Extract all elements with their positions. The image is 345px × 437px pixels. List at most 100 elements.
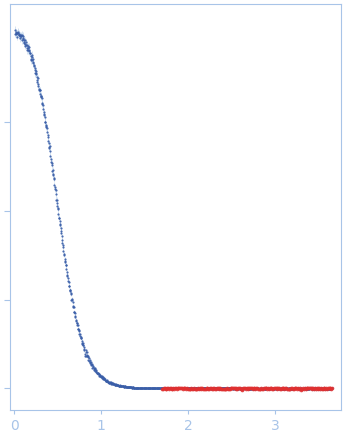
Point xyxy=(292,385,297,392)
Point xyxy=(18,31,23,38)
Point xyxy=(300,385,305,392)
Point xyxy=(267,385,273,392)
Point xyxy=(141,385,147,392)
Point xyxy=(24,41,30,48)
Point xyxy=(44,123,49,130)
Point xyxy=(322,385,328,392)
Point xyxy=(227,385,232,392)
Point xyxy=(66,278,71,285)
Point xyxy=(216,385,221,392)
Point xyxy=(248,385,254,392)
Point xyxy=(236,385,242,392)
Point xyxy=(98,372,103,379)
Point xyxy=(180,385,186,392)
Point xyxy=(160,385,166,392)
Point xyxy=(322,385,327,392)
Point xyxy=(263,385,268,392)
Point xyxy=(186,385,191,392)
Point xyxy=(161,385,167,392)
Point xyxy=(216,385,221,392)
Point xyxy=(33,70,39,77)
Point xyxy=(26,43,31,50)
Point xyxy=(165,385,171,392)
Point xyxy=(147,385,152,392)
Point xyxy=(191,385,197,392)
Point xyxy=(309,385,315,392)
Point xyxy=(266,385,272,392)
Point xyxy=(24,45,29,52)
Point xyxy=(298,386,303,393)
Point xyxy=(76,328,82,335)
Point xyxy=(276,385,282,392)
Point xyxy=(276,385,281,392)
Point xyxy=(317,385,323,392)
Point xyxy=(12,30,18,37)
Point xyxy=(206,385,211,392)
Point xyxy=(79,337,85,344)
Point xyxy=(194,385,199,392)
Point xyxy=(95,370,100,377)
Point xyxy=(32,65,37,72)
Point xyxy=(44,125,50,132)
Point xyxy=(315,385,321,392)
Point xyxy=(198,385,204,392)
Point xyxy=(270,385,276,392)
Point xyxy=(149,385,154,392)
Point xyxy=(217,386,222,393)
Point xyxy=(185,385,190,392)
Point xyxy=(176,385,181,392)
Point xyxy=(92,364,97,371)
Point xyxy=(101,375,107,382)
Point xyxy=(37,87,42,94)
Point xyxy=(170,385,176,392)
Point xyxy=(73,316,79,323)
Point xyxy=(286,385,292,392)
Point xyxy=(186,385,192,392)
Point xyxy=(34,73,39,80)
Point xyxy=(20,32,26,39)
Point xyxy=(179,385,185,392)
Point xyxy=(104,377,110,384)
Point xyxy=(232,385,238,392)
Point xyxy=(27,47,32,54)
Point xyxy=(39,93,44,100)
Point xyxy=(64,269,69,276)
Point xyxy=(199,385,205,392)
Point xyxy=(212,385,218,392)
Point xyxy=(142,385,148,392)
Point xyxy=(77,330,82,337)
Point xyxy=(325,385,331,392)
Point xyxy=(100,373,105,380)
Point xyxy=(328,385,333,392)
Point xyxy=(195,385,201,392)
Point xyxy=(288,385,293,392)
Point xyxy=(175,385,180,392)
Point xyxy=(36,85,42,92)
Point xyxy=(329,385,335,392)
Point xyxy=(169,385,175,392)
Point xyxy=(251,385,256,392)
Point xyxy=(207,385,213,392)
Point xyxy=(117,382,123,389)
Point xyxy=(260,385,266,392)
Point xyxy=(201,385,207,392)
Point xyxy=(225,385,230,392)
Point xyxy=(137,385,142,392)
Point xyxy=(216,385,222,392)
Point xyxy=(122,383,127,390)
Point xyxy=(215,385,220,392)
Point xyxy=(34,78,40,85)
Point xyxy=(235,385,241,392)
Point xyxy=(106,378,111,385)
Point xyxy=(198,385,204,392)
Point xyxy=(98,373,104,380)
Point xyxy=(142,385,147,392)
Point xyxy=(104,376,109,383)
Point xyxy=(200,385,206,392)
Point xyxy=(228,385,233,392)
Point xyxy=(276,385,282,392)
Point xyxy=(182,385,188,392)
Point xyxy=(194,385,199,392)
Point xyxy=(321,385,326,392)
Point xyxy=(65,272,70,279)
